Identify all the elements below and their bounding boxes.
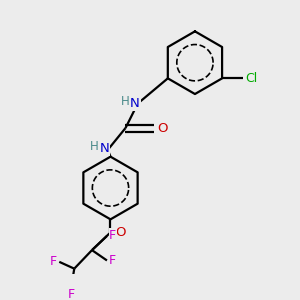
Text: Cl: Cl — [245, 72, 257, 85]
Text: H: H — [121, 95, 129, 108]
Text: F: F — [50, 255, 57, 268]
Text: H: H — [89, 140, 98, 153]
Text: F: F — [109, 229, 116, 242]
Text: F: F — [68, 288, 75, 300]
Text: O: O — [116, 226, 126, 239]
Text: N: N — [130, 97, 140, 110]
Text: O: O — [158, 122, 168, 135]
Text: F: F — [109, 254, 116, 267]
Text: N: N — [100, 142, 110, 155]
